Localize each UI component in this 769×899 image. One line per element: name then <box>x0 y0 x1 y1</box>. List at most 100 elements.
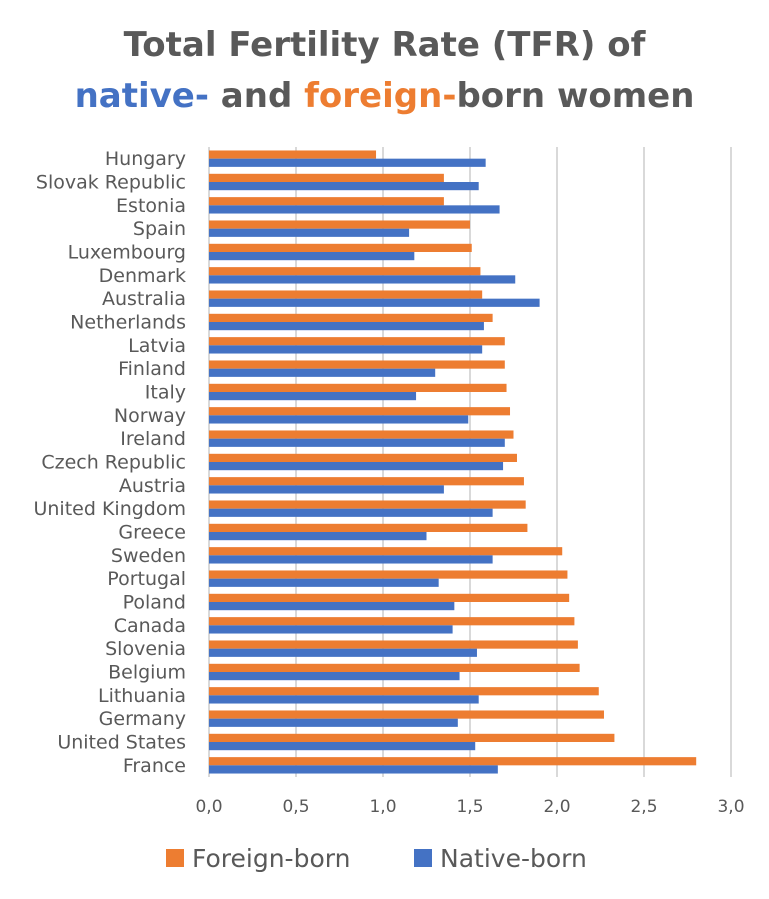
x-tick-label: 3,0 <box>717 797 744 817</box>
bar-foreign-born <box>209 360 505 369</box>
bar-native-born <box>209 625 453 634</box>
bar-native-born <box>209 252 415 261</box>
bar-native-born <box>209 415 469 424</box>
category-label: Spain <box>133 218 186 240</box>
bar-native-born <box>209 158 486 167</box>
bar-native-born <box>209 368 436 377</box>
bar-native-born <box>209 275 516 284</box>
bar-native-born <box>209 345 483 354</box>
category-label: Australia <box>102 288 186 310</box>
bar-foreign-born <box>209 453 517 462</box>
x-tick-label: 1,0 <box>369 797 396 817</box>
bar-foreign-born <box>209 593 570 602</box>
bar-native-born <box>209 438 505 447</box>
category-label: Austria <box>119 475 186 497</box>
legend-label: Native-born <box>440 844 587 873</box>
chart-title-segment: born women <box>456 76 694 116</box>
bars <box>209 150 697 774</box>
bar-foreign-born <box>209 267 481 276</box>
bar-native-born <box>209 765 498 774</box>
bar-native-born <box>209 718 458 727</box>
bar-native-born <box>209 485 444 494</box>
category-label: Lithuania <box>98 685 186 707</box>
bar-foreign-born <box>209 687 599 696</box>
category-label: Latvia <box>128 335 186 357</box>
x-tick-label: 0,5 <box>282 797 309 817</box>
category-label: Finland <box>118 358 186 380</box>
bar-foreign-born <box>209 547 563 556</box>
bar-native-born <box>209 672 460 681</box>
bar-foreign-born <box>209 477 524 486</box>
bar-native-born <box>209 228 410 237</box>
chart-title: Total Fertility Rate (TFR) of native- an… <box>75 25 695 116</box>
category-label: Canada <box>114 615 186 637</box>
category-label: Greece <box>118 522 186 544</box>
x-axis-tick-labels: 0,0 0,5 1,0 1,5 2,0 2,5 3,0 <box>195 797 744 817</box>
category-label: Denmark <box>99 265 186 287</box>
chart-title-segment: and <box>209 76 304 116</box>
bar-foreign-born <box>209 733 615 742</box>
category-label: United States <box>57 732 186 754</box>
bar-native-born <box>209 648 477 657</box>
bar-foreign-born <box>209 523 528 532</box>
category-label: Estonia <box>116 195 186 217</box>
bar-foreign-born <box>209 337 505 346</box>
bar-foreign-born <box>209 383 507 392</box>
chart-title-segment: native- <box>75 76 209 116</box>
bar-foreign-born <box>209 710 604 719</box>
bar-native-born <box>209 462 504 471</box>
category-label: United Kingdom <box>33 498 186 520</box>
bar-native-born <box>209 602 455 611</box>
category-label: Sweden <box>111 545 186 567</box>
category-label: Poland <box>123 592 186 614</box>
chart-title-line1: Total Fertility Rate (TFR) of <box>124 25 647 65</box>
category-label: Netherlands <box>70 312 186 334</box>
category-label: Czech Republic <box>41 452 186 474</box>
bar-foreign-born <box>209 150 377 159</box>
category-label: Italy <box>145 382 186 404</box>
category-label: Slovak Republic <box>36 172 186 194</box>
legend-swatch <box>414 849 432 867</box>
bar-foreign-born <box>209 173 444 182</box>
category-label: Luxembourg <box>68 242 186 264</box>
bar-native-born <box>209 578 439 587</box>
x-tick-label: 1,5 <box>456 797 483 817</box>
bar-foreign-born <box>209 617 575 626</box>
legend: Foreign-born Native-born <box>166 844 587 873</box>
bar-native-born <box>209 182 479 191</box>
bar-native-born <box>209 322 484 331</box>
legend-swatch <box>166 849 184 867</box>
category-label: France <box>123 755 186 777</box>
bar-foreign-born <box>209 197 444 206</box>
bar-foreign-born <box>209 570 568 579</box>
legend-label: Foreign-born <box>192 844 350 873</box>
bar-native-born <box>209 508 493 517</box>
bar-foreign-born <box>209 430 514 439</box>
bar-foreign-born <box>209 313 493 322</box>
category-label: Norway <box>114 405 186 427</box>
x-tick-label: 0,0 <box>195 797 222 817</box>
category-label: Germany <box>99 708 186 730</box>
bar-native-born <box>209 298 540 307</box>
bar-native-born <box>209 742 476 751</box>
bar-foreign-born <box>209 640 578 649</box>
chart-title-line2: native- and foreign-born women <box>75 76 695 116</box>
bar-foreign-born <box>209 663 580 672</box>
bar-native-born <box>209 205 500 214</box>
bar-native-born <box>209 532 427 541</box>
category-label: Slovenia <box>105 638 186 660</box>
bar-foreign-born <box>209 500 526 509</box>
bar-foreign-born <box>209 243 472 252</box>
category-label: Ireland <box>120 428 186 450</box>
bar-foreign-born <box>209 757 697 766</box>
bar-native-born <box>209 695 479 704</box>
x-tick-label: 2,0 <box>543 797 570 817</box>
chart-title-segment: foreign- <box>304 76 456 116</box>
bar-native-born <box>209 555 493 564</box>
bar-native-born <box>209 392 417 401</box>
category-label: Hungary <box>105 148 186 170</box>
category-label: Belgium <box>108 662 186 684</box>
bar-foreign-born <box>209 220 470 229</box>
